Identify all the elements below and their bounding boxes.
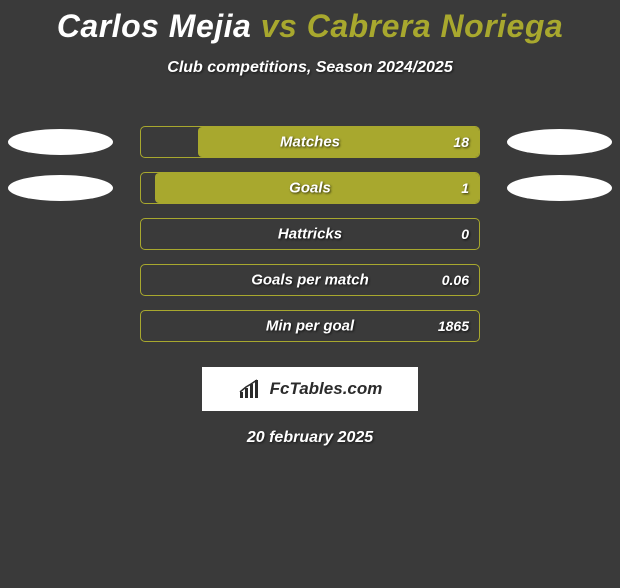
bar-value: 0.06 [442, 272, 469, 288]
bar-track: Hattricks 0 [140, 218, 480, 250]
stat-row: Min per goal 1865 [0, 303, 620, 349]
bar-label: Goals [289, 180, 331, 197]
date-text: 20 february 2025 [0, 429, 620, 447]
bar-value: 18 [453, 134, 469, 150]
right-ellipse [507, 175, 612, 201]
vs-text: vs [261, 8, 298, 44]
page-title: Carlos Mejia vs Cabrera Noriega [0, 8, 620, 45]
left-ellipse [8, 129, 113, 155]
brand-text: FcTables.com [270, 379, 383, 399]
bar-track: Goals 1 [140, 172, 480, 204]
bar-chart-icon [238, 378, 264, 400]
stat-row: Goals per match 0.06 [0, 257, 620, 303]
bar-label: Matches [280, 134, 340, 151]
brand-box: FcTables.com [202, 367, 418, 411]
subtitle: Club competitions, Season 2024/2025 [0, 59, 620, 77]
bar-label: Min per goal [266, 318, 354, 335]
stat-row: Hattricks 0 [0, 211, 620, 257]
bar-label: Hattricks [278, 226, 342, 243]
bar-track: Min per goal 1865 [140, 310, 480, 342]
bar-track: Matches 18 [140, 126, 480, 158]
stats-rows: Matches 18 Goals 1 Hattricks 0 Goals per match… [0, 119, 620, 349]
stat-row: Goals 1 [0, 165, 620, 211]
bar-track: Goals per match 0.06 [140, 264, 480, 296]
player2-name: Cabrera Noriega [307, 8, 563, 44]
bar-value: 0 [461, 226, 469, 242]
bar-label: Goals per match [251, 272, 369, 289]
bar-value: 1865 [438, 318, 469, 334]
player1-name: Carlos Mejia [57, 8, 252, 44]
bar-value: 1 [461, 180, 469, 196]
left-ellipse [8, 175, 113, 201]
right-ellipse [507, 129, 612, 155]
stat-row: Matches 18 [0, 119, 620, 165]
